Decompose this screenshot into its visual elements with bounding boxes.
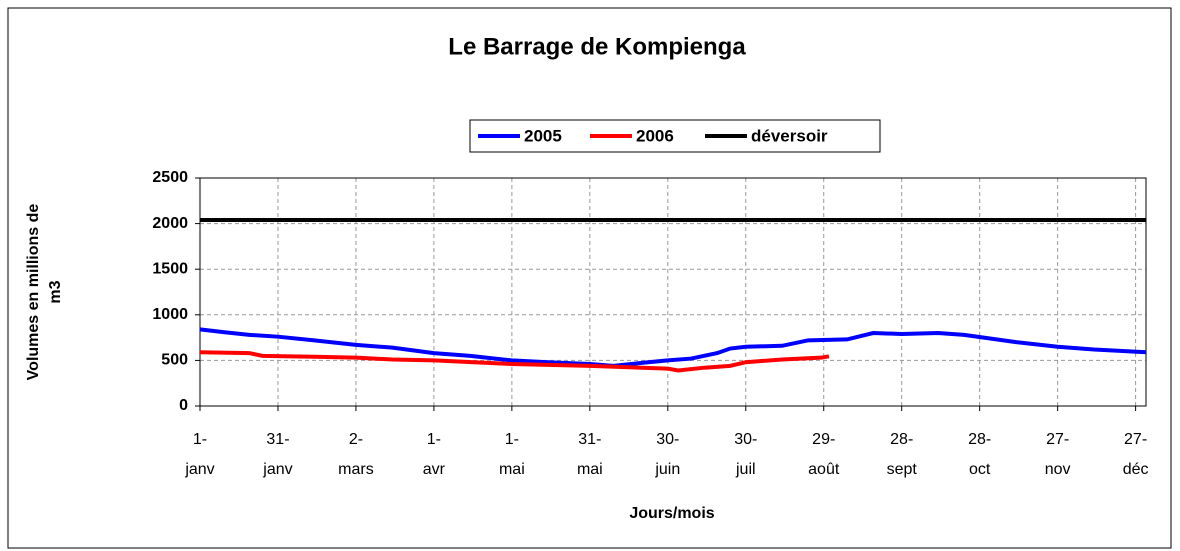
x-tick-label: 2-mars: [338, 431, 374, 478]
x-tick-label: 28-oct: [968, 431, 991, 478]
legend-label: déversoir: [751, 126, 828, 145]
legend-label: 2005: [524, 126, 562, 145]
data-line: [199, 350, 830, 373]
chart-title: Le Barrage de Kompienga: [448, 33, 746, 60]
x-tick-label: 1-avr: [423, 431, 446, 478]
y-tick-label: 0: [179, 397, 188, 414]
x-tick-label: 27-nov: [1045, 431, 1071, 478]
legend-label: 2006: [636, 126, 674, 145]
x-tick-label: 1-janv: [184, 431, 214, 478]
y-tick-label: 1500: [152, 260, 188, 277]
legend-box: [469, 119, 881, 153]
x-tick-label: 30-juil: [734, 431, 757, 478]
y-tick-label: 2000: [152, 215, 188, 232]
plot-area: [199, 177, 1147, 407]
y-tick-label: 500: [161, 352, 188, 369]
x-tick-label: 29-août: [808, 431, 840, 478]
y-axis-label: Volumes en millions de m3: [25, 204, 64, 381]
x-tick-label: 28-sept: [887, 431, 918, 478]
x-tick-label: 27-déc: [1123, 431, 1149, 478]
x-tick-label: 31-mai: [577, 431, 603, 478]
x-axis-label: Jours/mois: [629, 505, 714, 522]
x-tick-label: 1-mai: [499, 431, 525, 478]
y-tick-label: 1000: [152, 306, 188, 323]
x-tick-label: 31-janv: [262, 431, 292, 478]
x-tick-label: 30-juin: [654, 431, 680, 478]
y-tick-label: 2500: [152, 169, 188, 186]
data-line: [199, 327, 1147, 368]
